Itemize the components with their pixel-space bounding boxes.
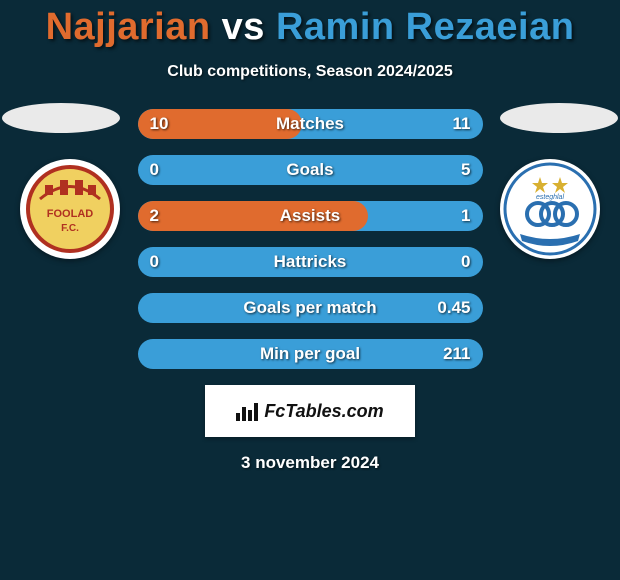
- brand-banner: FcTables.com: [205, 385, 415, 437]
- subtitle: Club competitions, Season 2024/2025: [0, 63, 620, 81]
- stat-label: Assists: [138, 201, 483, 231]
- stat-row: 10Matches11: [138, 109, 483, 139]
- title-player2: Ramin Rezaeian: [276, 6, 574, 48]
- stats-container: 10Matches110Goals52Assists10Hattricks0Go…: [138, 109, 483, 369]
- foolad-logo-icon: FOOLAD F.C.: [20, 159, 120, 259]
- stat-value-right: 5: [461, 155, 470, 185]
- stat-value-right: 211: [443, 339, 470, 369]
- stat-label: Hattricks: [138, 247, 483, 277]
- page-title: Najjarian vs Ramin Rezaeian: [0, 0, 620, 49]
- svg-text:F.C.: F.C.: [61, 223, 79, 234]
- comparison-stage: FOOLAD F.C. esteghlal 10Matches110Goals5…: [0, 109, 620, 369]
- svg-text:esteghlal: esteghlal: [536, 194, 564, 201]
- title-player1: Najjarian: [46, 6, 211, 48]
- stat-row: Min per goal211: [138, 339, 483, 369]
- stat-label: Goals: [138, 155, 483, 185]
- stat-value-right: 11: [453, 109, 471, 139]
- bar-chart-icon: [236, 401, 258, 421]
- stat-label: Matches: [138, 109, 483, 139]
- brand-text: FcTables.com: [264, 401, 383, 422]
- svg-text:FOOLAD: FOOLAD: [47, 208, 93, 220]
- team-logo-right: esteghlal: [500, 159, 600, 259]
- title-vs: vs: [211, 6, 276, 48]
- stat-row: Goals per match0.45: [138, 293, 483, 323]
- stat-row: 0Goals5: [138, 155, 483, 185]
- ellipse-decoration-left: [2, 103, 120, 133]
- stat-label: Min per goal: [138, 339, 483, 369]
- stat-value-right: 0: [461, 247, 470, 277]
- stat-value-right: 1: [461, 201, 470, 231]
- stat-row: 0Hattricks0: [138, 247, 483, 277]
- date-text: 3 november 2024: [0, 453, 620, 473]
- esteghlal-logo-icon: esteghlal: [500, 159, 600, 259]
- team-logo-left: FOOLAD F.C.: [20, 159, 120, 259]
- stat-value-right: 0.45: [437, 293, 470, 323]
- stat-label: Goals per match: [138, 293, 483, 323]
- ellipse-decoration-right: [500, 103, 618, 133]
- stat-row: 2Assists1: [138, 201, 483, 231]
